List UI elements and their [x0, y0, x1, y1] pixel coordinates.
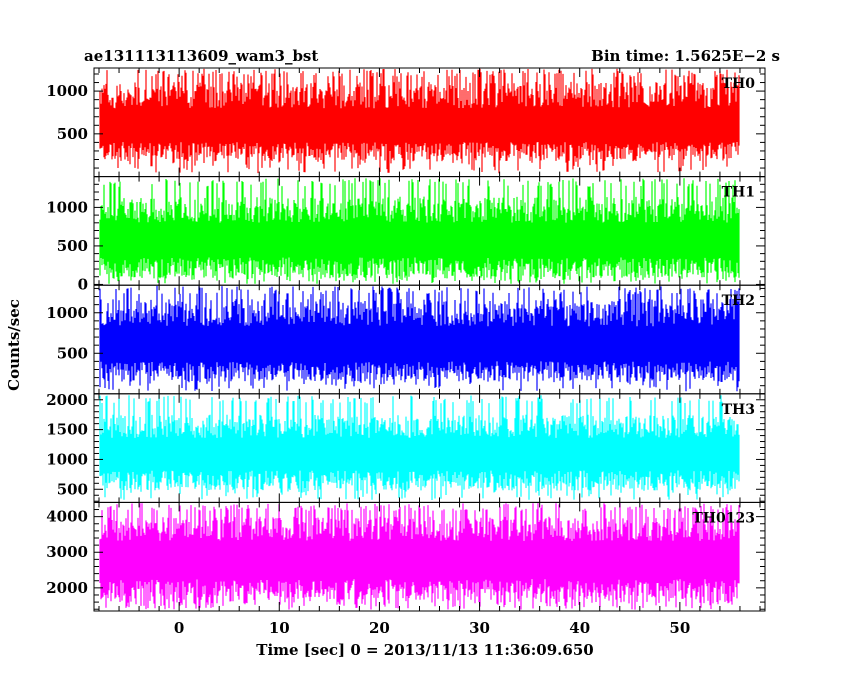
series-th0: [99, 68, 740, 174]
y-tick-label: 2000: [46, 391, 88, 409]
panel-label: TH3: [722, 402, 755, 418]
y-tick-label: 1500: [46, 421, 88, 439]
panel-label: TH0123: [692, 510, 755, 526]
series-th0123: [99, 503, 740, 610]
y-tick-label: 0: [78, 275, 88, 293]
y-tick-label: 1000: [46, 450, 88, 468]
y-tick-label: 1000: [46, 304, 88, 322]
panel-th0123: 2000 3000 4000 TH0123: [46, 501, 766, 612]
panel-label: TH1: [722, 185, 755, 201]
y-tick-label: 500: [57, 480, 88, 498]
y-tick-label: 1000: [46, 198, 88, 216]
y-tick-label: 1000: [46, 82, 88, 100]
y-tick-label: 4000: [46, 508, 88, 526]
panel-th2: 500 1000 TH2: [46, 284, 766, 395]
y-axis-label: Counts/sec: [5, 299, 23, 391]
x-tick-label: 20: [369, 619, 390, 637]
panel-th1: 0 500 1000 TH1: [46, 176, 766, 293]
panel-label: TH0: [722, 76, 756, 92]
y-tick-label: 500: [57, 237, 88, 255]
x-tick-label: 40: [569, 619, 590, 637]
panel-th0: 500 1000 TH0: [46, 67, 766, 178]
x-tick-label: 10: [269, 619, 290, 637]
panel-th3: 500 1000 1500 2000 TH3: [46, 391, 766, 503]
panel-label: TH2: [722, 293, 755, 309]
chart-subtitle: Bin time: 1.5625E−2 s: [591, 47, 780, 65]
y-tick-label: 2000: [46, 579, 88, 597]
series-th1: [99, 178, 740, 284]
y-tick-label: 500: [57, 125, 88, 143]
x-tick-label: 30: [469, 619, 490, 637]
x-tick-label: 50: [669, 619, 690, 637]
x-tick-label: 0: [174, 619, 184, 637]
series-th3: [99, 395, 740, 500]
y-tick-label: 3000: [46, 543, 88, 561]
y-tick-label: 500: [57, 344, 88, 362]
x-axis-label: Time [sec] 0 = 2013/11/13 11:36:09.650: [256, 641, 593, 659]
panel-frame: [93, 501, 766, 612]
series-th2: [99, 286, 740, 392]
chart-title: ae131113113609_wam3_bst: [84, 47, 318, 65]
